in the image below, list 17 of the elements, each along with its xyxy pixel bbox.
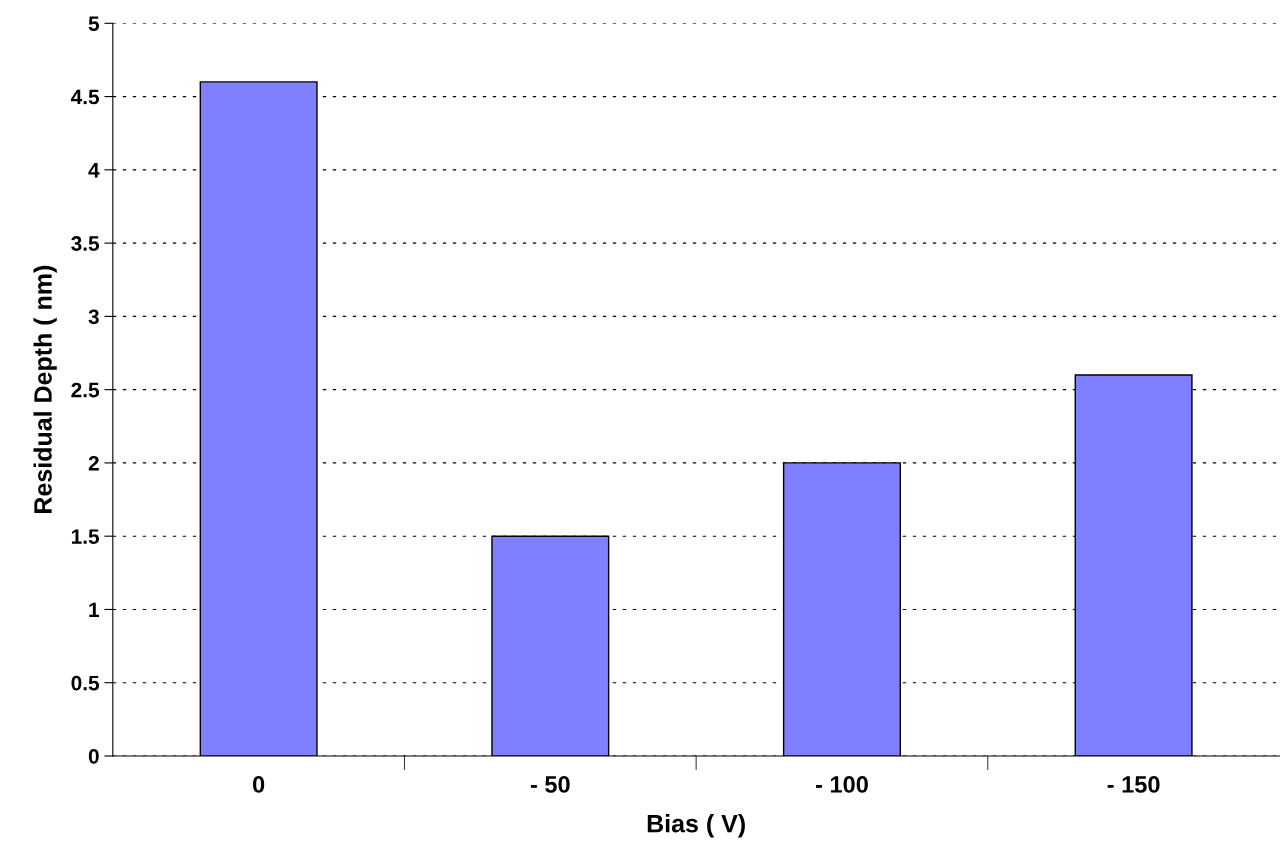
x-axis-title: Bias ( V) (647, 814, 745, 838)
x-tick-label: 0 (253, 776, 265, 793)
y-tick-label: 4.5 (70, 89, 100, 105)
y-tick-label: 2 (88, 455, 99, 471)
y-tick-label: 4 (88, 163, 100, 178)
y-tick-label: 0 (88, 748, 99, 764)
y-tick-label: 2.5 (71, 382, 100, 398)
y-axis-title: Residual Depth ( nm) (33, 265, 57, 513)
y-tick-label: 0.5 (71, 675, 100, 691)
y-tick-label: 1.5 (71, 529, 100, 544)
x-tick-label: - 100 (815, 776, 868, 793)
y-tick-label: 5 (88, 16, 100, 32)
x-tick-label: - 50 (530, 776, 570, 793)
x-tick-label: - 150 (1107, 776, 1160, 793)
y-tick-label: 3.5 (71, 236, 100, 251)
y-tick-label: 3 (88, 309, 99, 325)
y-tick-label: 1 (89, 602, 100, 617)
